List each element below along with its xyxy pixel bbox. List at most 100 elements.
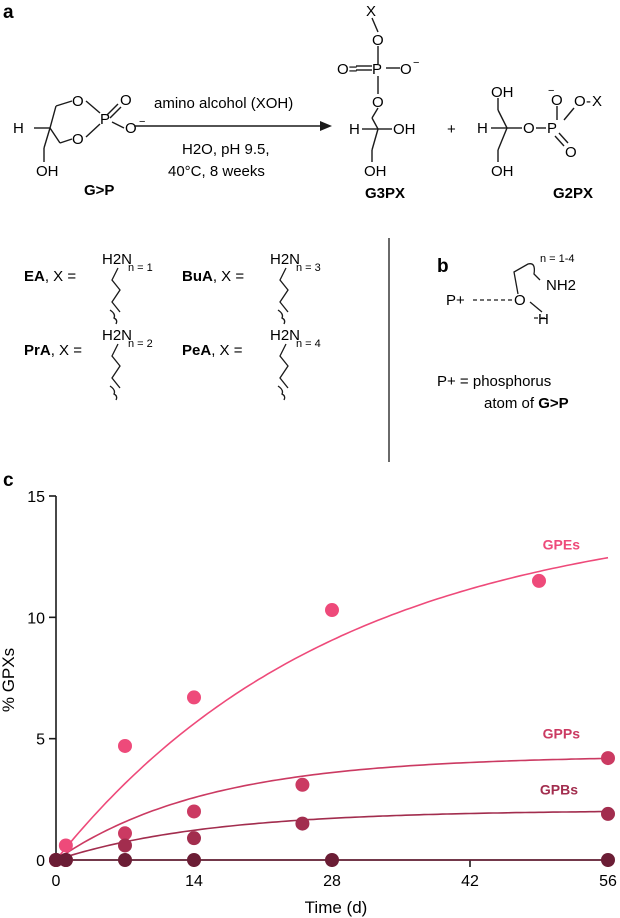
reactant-P: P xyxy=(100,111,110,128)
n-label: n = 4 xyxy=(296,338,321,350)
x-tick-label: 28 xyxy=(323,873,341,890)
panel-a-letter: a xyxy=(3,2,14,23)
x-tick-label: 56 xyxy=(599,873,617,890)
reactant-OH: OH xyxy=(36,163,59,180)
x-tick-label: 42 xyxy=(461,873,479,890)
panel-b-NH2: NH2 xyxy=(546,277,576,294)
g2px-O-ester: O xyxy=(523,120,535,137)
g3px-O-minus: O xyxy=(400,61,412,78)
fit-line-GPEs xyxy=(55,556,609,861)
data-point-GPPs xyxy=(601,751,615,766)
g3px-P: P xyxy=(372,61,382,78)
x-tick-label: 0 xyxy=(52,873,61,890)
reactant-ring-O1: O xyxy=(72,93,84,110)
data-point-GPEs xyxy=(325,603,339,618)
data-point-GPEs xyxy=(187,690,201,705)
conditions-line1: H2O, pH 9.5, xyxy=(182,141,270,158)
x-group-abbr: PeA, X = xyxy=(182,342,243,359)
conditions-line2: 40°C, 8 weeks xyxy=(168,163,265,180)
g2px-P: P xyxy=(547,120,557,137)
plus-sign: + xyxy=(447,121,456,138)
g3px-O-double: O= xyxy=(337,61,358,78)
data-point-baseline xyxy=(118,853,132,867)
g2px-O-X: O xyxy=(574,93,586,110)
data-point-baseline xyxy=(601,853,615,867)
n-label: n = 1 xyxy=(128,262,153,274)
g2px-dash: - xyxy=(586,93,591,110)
data-point-GPEs xyxy=(118,738,132,753)
reagent-label: amino alcohol (XOH) xyxy=(154,95,293,112)
g2px-OH-bottom: OH xyxy=(491,163,514,180)
panel-b-letter: b xyxy=(437,256,449,277)
n-label: n = 3 xyxy=(296,262,321,274)
x-axis-label: Time (d) xyxy=(305,898,368,917)
chain-bonds xyxy=(277,267,289,325)
chain-bonds xyxy=(277,343,289,401)
series-label-GPEs: GPEs xyxy=(543,536,581,552)
data-point-baseline xyxy=(49,853,63,867)
g3px-H: H xyxy=(349,121,360,138)
data-point-baseline xyxy=(58,853,73,867)
g3px-X: X xyxy=(366,3,376,20)
g3px-O-ester: O xyxy=(372,94,384,111)
n-label: n = 2 xyxy=(128,338,153,350)
reaction-arrow xyxy=(134,121,332,131)
y-axis-label: % GPXs xyxy=(0,648,18,712)
g3px-charge: − xyxy=(413,57,419,69)
data-point-baseline xyxy=(187,853,201,867)
product2-label: G2PX xyxy=(553,185,593,202)
product-g2px-structure xyxy=(491,98,575,162)
panel-b-legend-line1: P+ = phosphorus xyxy=(437,373,551,390)
y-tick-label: 5 xyxy=(36,732,45,749)
fit-line-GPPs xyxy=(55,757,609,861)
reactant-O-double: O xyxy=(120,92,132,109)
amine-label: H2N xyxy=(270,251,300,268)
x-group-EA: EA, X = H2N n = 1 xyxy=(24,251,153,325)
kinetics-chart: 0 5 10 15 0 14 28 42 56 GPEs GPPs GPBs xyxy=(27,489,617,890)
reactant-charge: − xyxy=(139,116,145,128)
fit-line-GPBs xyxy=(55,810,608,861)
reactant-O-minus: O xyxy=(125,120,137,137)
amine-label: H2N xyxy=(102,327,132,344)
series-label-GPBs: GPBs xyxy=(540,781,578,797)
product1-label: G3PX xyxy=(365,185,405,202)
data-point-GPBs xyxy=(295,816,310,831)
g2px-charge: − xyxy=(548,85,554,97)
data-point-GPBs xyxy=(601,806,615,821)
data-point-GPBs xyxy=(187,831,201,846)
panel-b-P-plus: P+ xyxy=(446,292,465,309)
x-group-BuA: BuA, X = H2N n = 3 xyxy=(182,251,321,325)
data-point-GPEs xyxy=(532,573,546,588)
y-tick-label: 0 xyxy=(36,853,45,870)
panel-b-legend-line2: atom of G>P xyxy=(484,395,569,412)
reactant-H: H xyxy=(13,120,24,137)
x-group-abbr: PrA, X = xyxy=(24,342,82,359)
g3px-OH-bottom: OH xyxy=(364,163,387,180)
panel-b-O: O xyxy=(514,292,526,309)
amine-label: H2N xyxy=(270,327,300,344)
panel-b-H: H xyxy=(538,311,549,328)
x-group-PrA: PrA, X = H2N n = 2 xyxy=(24,327,153,401)
data-point-GPPs xyxy=(118,826,132,841)
data-point-GPPs xyxy=(187,804,201,819)
x-tick-label: 14 xyxy=(185,873,203,890)
y-tick-label: 15 xyxy=(27,489,45,506)
g2px-OH-top: OH xyxy=(491,84,514,101)
panel-b-structure xyxy=(473,263,546,319)
amine-label: H2N xyxy=(102,251,132,268)
data-point-GPEs xyxy=(58,838,73,853)
g3px-O-top: O xyxy=(372,32,384,49)
x-group-abbr: BuA, X = xyxy=(182,268,244,285)
data-point-GPBs xyxy=(118,838,132,853)
g3px-OH-mid: OH xyxy=(393,121,416,138)
reactant-ring-O2: O xyxy=(72,131,84,148)
g2px-O-minus: O xyxy=(551,92,563,109)
product-g3px-structure xyxy=(356,17,400,162)
g2px-O-double: O xyxy=(565,144,577,161)
data-point-GPPs xyxy=(295,777,310,792)
x-group-PeA: PeA, X = H2N n = 4 xyxy=(182,327,321,401)
g2px-H: H xyxy=(477,120,488,137)
chain-bonds xyxy=(109,267,121,325)
panel-b-n-label: n = 1-4 xyxy=(540,253,575,265)
